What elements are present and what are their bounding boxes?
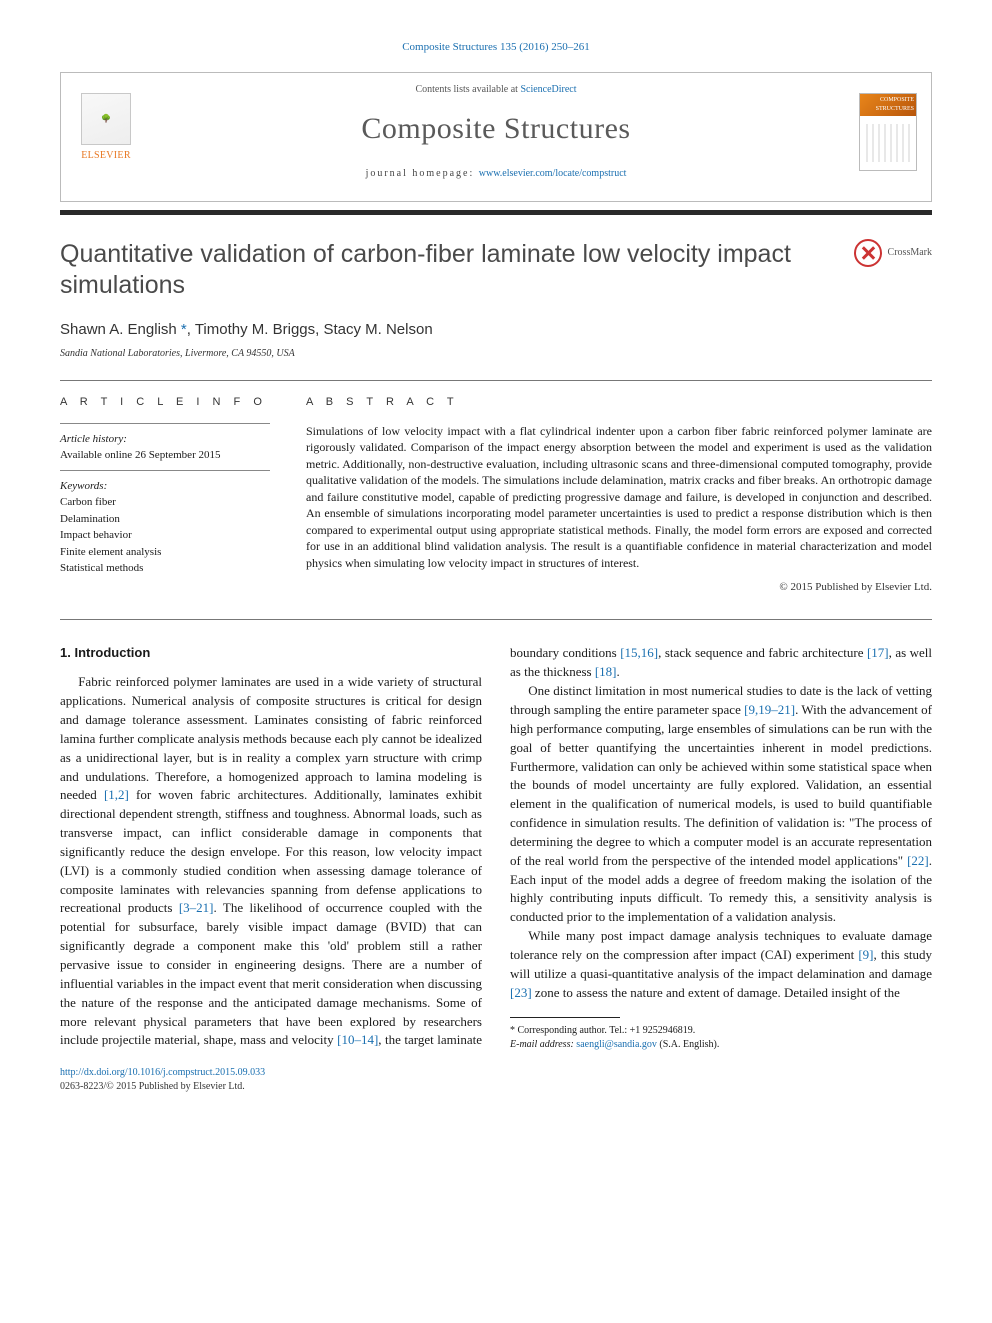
- ref-link[interactable]: [17]: [867, 645, 889, 660]
- email-link[interactable]: saengli@sandia.gov: [576, 1039, 657, 1050]
- body-para: One distinct limitation in most numerica…: [510, 682, 932, 927]
- abstract-heading: A B S T R A C T: [306, 395, 932, 411]
- crossmark-badge[interactable]: CrossMark: [854, 239, 932, 267]
- journal-cover-thumb: COMPOSITE STRUCTURES: [859, 93, 917, 171]
- sciencedirect-link[interactable]: ScienceDirect: [520, 84, 576, 95]
- publisher-logo: 🌳 ELSEVIER: [75, 93, 137, 169]
- section-heading-intro: 1. Introduction: [60, 644, 482, 663]
- ref-link[interactable]: [18]: [595, 664, 617, 679]
- contents-line: Contents lists available at ScienceDirec…: [75, 83, 917, 98]
- doi-link[interactable]: http://dx.doi.org/10.1016/j.compstruct.2…: [60, 1067, 265, 1078]
- copyright: © 2015 Published by Elsevier Ltd.: [306, 580, 932, 596]
- elsevier-tree-icon: 🌳: [81, 93, 131, 145]
- footer: http://dx.doi.org/10.1016/j.compstruct.2…: [60, 1066, 932, 1095]
- ref-link[interactable]: [10–14]: [337, 1032, 378, 1047]
- ref-link[interactable]: [15,16]: [620, 645, 658, 660]
- keywords-label: Keywords:: [60, 479, 270, 495]
- publisher-name: ELSEVIER: [81, 149, 131, 164]
- abstract-text: Simulations of low velocity impact with …: [306, 423, 932, 572]
- masthead: 🌳 ELSEVIER COMPOSITE STRUCTURES Contents…: [60, 72, 932, 202]
- abstract: A B S T R A C T Simulations of low veloc…: [306, 395, 932, 596]
- header-citation: Composite Structures 135 (2016) 250–261: [60, 40, 932, 56]
- journal-name: Composite Structures: [75, 107, 917, 151]
- paper-title: Quantitative validation of carbon-fiber …: [60, 239, 834, 302]
- ref-link[interactable]: [9]: [858, 947, 873, 962]
- body-columns: 1. Introduction Fabric reinforced polyme…: [60, 644, 932, 1051]
- keyword: Impact behavior: [60, 527, 270, 544]
- history-label: Article history:: [60, 432, 270, 448]
- ref-link[interactable]: [22]: [907, 853, 929, 868]
- ref-link[interactable]: [3–21]: [179, 900, 214, 915]
- keyword: Statistical methods: [60, 560, 270, 577]
- ref-link[interactable]: [9,19–21]: [744, 702, 795, 717]
- affiliation: Sandia National Laboratories, Livermore,…: [60, 347, 932, 362]
- journal-homepage: journal homepage: www.elsevier.com/locat…: [75, 167, 917, 182]
- keywords-list: Carbon fiberDelaminationImpact behaviorF…: [60, 494, 270, 577]
- issn-line: 0263-8223/© 2015 Published by Elsevier L…: [60, 1081, 245, 1092]
- history-value: Available online 26 September 2015: [60, 448, 270, 464]
- footnotes: * Corresponding author. Tel.: +1 9252946…: [510, 1017, 932, 1052]
- keyword: Finite element analysis: [60, 544, 270, 561]
- footnote-separator: [510, 1017, 620, 1018]
- keyword: Carbon fiber: [60, 494, 270, 511]
- rule-thin: [60, 380, 932, 381]
- corresponding-email: E-mail address: saengli@sandia.gov (S.A.…: [510, 1038, 932, 1052]
- ref-link[interactable]: [1,2]: [104, 787, 129, 802]
- article-info: A R T I C L E I N F O Article history: A…: [60, 395, 270, 596]
- rule-mid: [60, 619, 932, 620]
- rule-strong: [60, 210, 932, 215]
- crossmark-icon: [854, 239, 882, 267]
- crossmark-label: CrossMark: [888, 246, 932, 261]
- corresponding-author: * Corresponding author. Tel.: +1 9252946…: [510, 1024, 932, 1038]
- keyword: Delamination: [60, 511, 270, 528]
- ref-link[interactable]: [23]: [510, 985, 532, 1000]
- article-info-heading: A R T I C L E I N F O: [60, 395, 270, 411]
- authors: Shawn A. English *, Timothy M. Briggs, S…: [60, 319, 932, 341]
- journal-homepage-link[interactable]: www.elsevier.com/locate/compstruct: [479, 168, 627, 179]
- body-para: While many post impact damage analysis t…: [510, 927, 932, 1002]
